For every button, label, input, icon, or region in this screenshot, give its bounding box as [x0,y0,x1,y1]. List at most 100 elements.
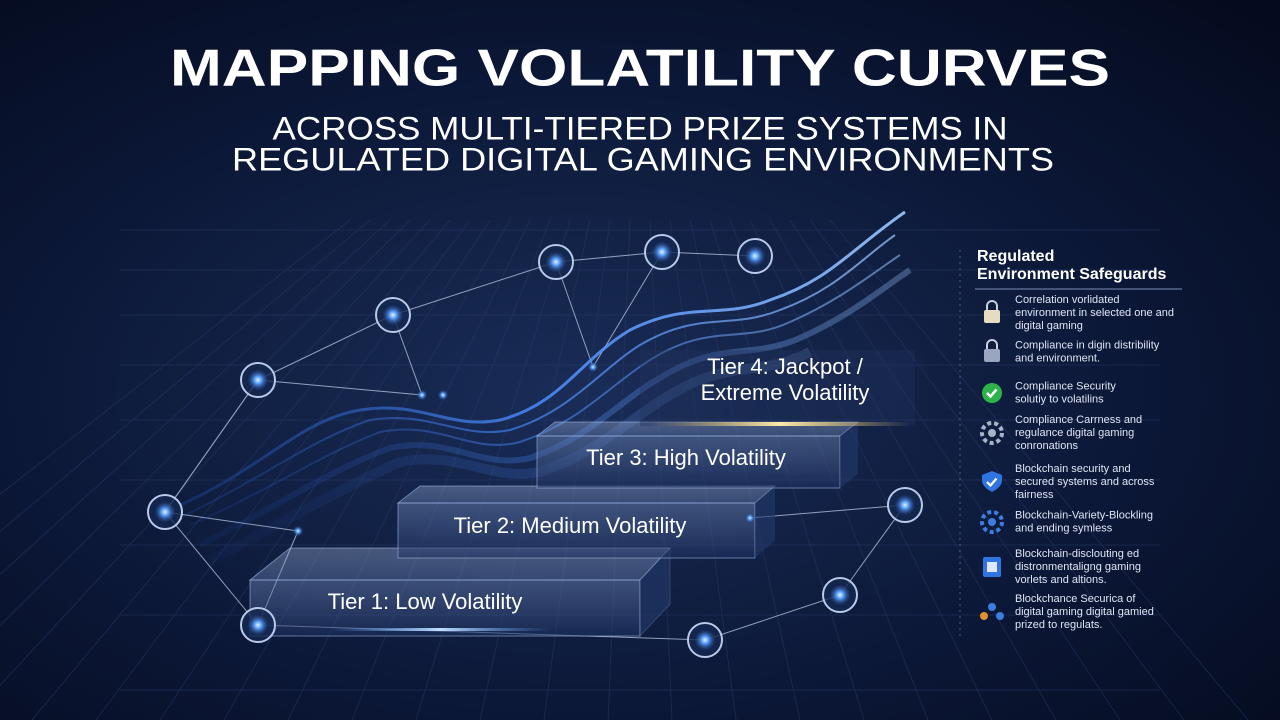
safeguard-text: digital gaming digital gamied [1015,606,1154,618]
node-core [383,305,403,325]
node-core [895,495,915,515]
grid [0,219,1249,720]
safeguard-text: solutiy to volatilins [1015,393,1104,405]
slab-front [249,579,641,637]
tier-2-slab: Tier 2: Medium Volatility [396,485,777,559]
safeguard-text: and ending symless [1015,522,1113,534]
network-icon [980,612,988,620]
safeguard-text: Blockchain security and [1015,463,1131,475]
grid-line [351,219,551,720]
safeguard-text: digital gaming [1015,320,1083,332]
safeguard-text: Compliance in digin distribility [1015,339,1160,351]
document-icon [987,562,997,572]
network-icon [996,612,1004,620]
node-core [830,585,850,605]
safeguard-text: conronations [1015,440,1078,452]
slab-side [639,546,671,638]
glow-line [330,628,550,631]
tier-label: Tier 3: High Volatility [586,445,786,470]
network-link [555,261,594,368]
node-core [546,252,566,272]
tier-1-slab: Tier 1: Low Volatility [248,546,672,638]
network-link [704,594,841,641]
glow-line [650,422,910,426]
lock-icon [984,349,1000,362]
safeguard-text: vorlets and altions. [1015,574,1107,586]
safeguards-panel: Regulated Environment Safeguards Correla… [959,248,1182,640]
lock-icon [986,339,998,349]
network-link [257,379,423,396]
network-icon [988,603,996,611]
slab-front [536,435,841,489]
grid-line [95,219,471,720]
tier-3-slab: Tier 3: High Volatility [535,421,860,489]
grid-line [0,219,371,533]
safeguard-text: distronmentaligng gaming [1015,561,1141,573]
panel-title: Regulated [977,248,1054,265]
network-nodes [147,234,923,658]
wave-line [184,234,896,516]
node-dot [588,362,598,372]
safeguard-text: regulance digital gaming [1015,427,1134,439]
safeguard-text: secured systems and across [1015,476,1155,488]
safeguard-text: Blockchain-Variety-Blockling [1015,509,1153,521]
grid-line [789,219,1121,720]
slab-top [396,485,777,504]
grid-line [0,219,431,687]
grid-line [809,219,1185,720]
slab-side [755,486,775,558]
tier-4-slab: Tier 4: Jackpot / Extreme Volatility [640,350,915,426]
safeguard-text: and environment. [1015,352,1100,364]
gear-icon [988,518,996,526]
network-link [839,504,906,596]
safeguard-text: Blockchance Securica of [1015,593,1136,605]
node-dot [417,390,427,400]
node-dot [745,513,755,523]
grid-line [769,219,1057,720]
node-core [652,242,672,262]
safeguard-text: Blockchain-disclouting ed [1015,548,1139,560]
slab-side [840,422,858,488]
lock-icon [984,310,1000,323]
safeguard-text: Correlation vorlidated [1015,294,1120,306]
network-link [164,379,259,513]
lock-icon [986,300,998,310]
network-link [257,314,394,381]
shield-icon [982,471,1002,492]
tier-label: Tier 4: Jackpot / [707,354,864,379]
gear-icon [980,421,1004,445]
node-core [695,630,715,650]
shield-icon [986,477,998,488]
safeguard-text: fairness [1015,489,1054,501]
gear-icon [988,429,996,437]
grid-line [0,219,391,576]
panel-title: Environment Safeguards [977,266,1166,283]
subtitle: ACROSS MULTI-TIERED PRIZE SYSTEMS IN [273,110,1008,146]
gear-icon [980,510,1004,534]
title: MAPPING VOLATILITY CURVES [170,40,1110,98]
safeguard-text: Compliance Carrness and [1015,414,1142,426]
wave-line [179,210,906,507]
grid-line [287,219,531,720]
tier-label: Extreme Volatility [701,380,870,405]
grid-line [829,219,1249,720]
tier-label: Tier 2: Medium Volatility [454,513,687,538]
tier-label: Tier 1: Low Volatility [328,589,523,614]
node-core [248,615,268,635]
slab-front [640,350,915,426]
safeguard-text: prized to regulats. [1015,619,1102,631]
safeguard-text: environment in selected one and [1015,307,1174,319]
grid-line [159,219,491,720]
node-core [248,370,268,390]
network-link [392,261,557,316]
grid-line [0,219,411,626]
node-dot [438,390,448,400]
grid-line [749,219,993,720]
subtitle: REGULATED DIGITAL GAMING ENVIRONMENTS [232,141,1054,177]
node-dot [293,526,303,536]
node-core [745,246,765,266]
network-link [164,511,259,626]
wave-line [189,254,901,526]
safeguard-text: Compliance Security [1015,380,1116,392]
